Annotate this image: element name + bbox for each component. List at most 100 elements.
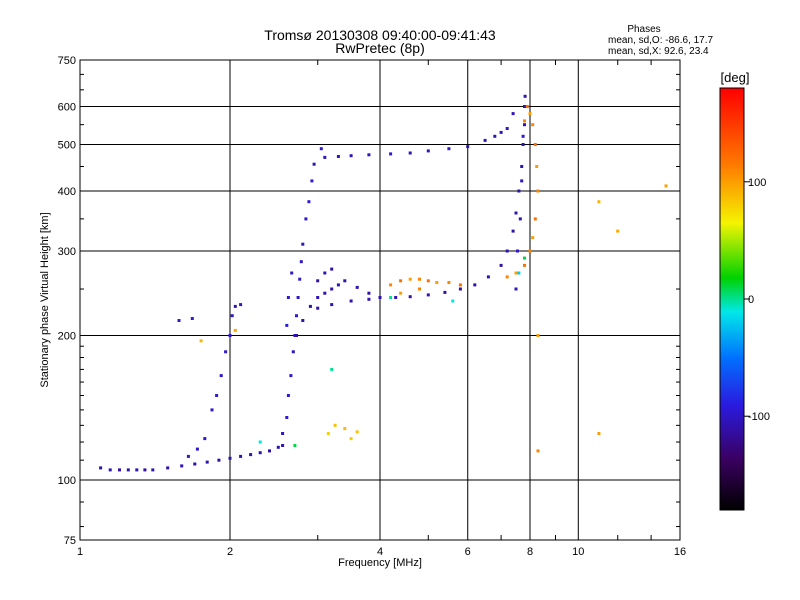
y-tick-label: 400 — [58, 186, 76, 198]
data-point — [518, 217, 522, 221]
y-tick-label: 300 — [58, 246, 76, 258]
data-point — [293, 334, 297, 337]
y-axis-ticks: 75 100 200 300 400 500 600 750 — [58, 55, 680, 547]
data-point — [367, 297, 371, 301]
data-point — [399, 279, 403, 283]
data-point — [333, 423, 337, 427]
phase-info-o: mean, sd,O: -86.6, 17.7 — [608, 35, 713, 46]
data-point — [399, 291, 403, 295]
data-point — [505, 127, 509, 130]
data-point — [285, 416, 289, 419]
data-point — [289, 374, 293, 378]
data-point — [349, 154, 353, 158]
data-point — [389, 296, 393, 299]
data-point — [516, 249, 519, 253]
data-point — [199, 339, 203, 343]
data-point — [286, 296, 290, 299]
data-point — [458, 283, 462, 287]
data-point — [505, 275, 509, 279]
data-point — [307, 200, 311, 204]
data-point — [177, 319, 181, 322]
data-point — [520, 165, 524, 168]
data-point — [323, 291, 327, 295]
data-point — [349, 299, 353, 303]
data-point — [291, 350, 295, 354]
data-point — [355, 430, 359, 434]
data-point — [233, 328, 237, 332]
data-point — [458, 287, 462, 291]
data-point — [166, 466, 170, 470]
data-point — [239, 454, 243, 458]
data-point — [224, 350, 228, 354]
data-point — [394, 296, 398, 299]
data-point — [336, 283, 340, 287]
x-tick-label: 4 — [377, 546, 383, 558]
x-tick-label: 6 — [465, 546, 471, 558]
data-point — [536, 334, 540, 337]
phase-info: Phases mean, sd,O: -86.6, 17.7 mean, sd,… — [608, 24, 713, 57]
data-point — [447, 147, 451, 151]
data-point — [514, 287, 518, 291]
data-point — [426, 149, 430, 153]
data-point — [343, 279, 347, 283]
data-point — [447, 281, 451, 284]
data-point — [531, 236, 535, 240]
data-point — [310, 179, 314, 183]
grid — [80, 60, 680, 540]
data-point — [418, 287, 421, 291]
data-point — [249, 453, 253, 457]
x-axis-ticks: 1 2 4 6 8 10 16 — [77, 60, 686, 558]
data-point — [193, 462, 197, 466]
data-point — [186, 454, 190, 458]
data-point — [326, 432, 330, 435]
data-point — [597, 200, 601, 204]
data-point — [426, 293, 430, 297]
data-point — [205, 460, 209, 464]
data-point — [389, 283, 393, 287]
data-point — [483, 138, 487, 142]
data-point — [312, 162, 316, 166]
data-point — [521, 143, 525, 146]
y-tick-label: 100 — [58, 475, 76, 487]
y-axis-label: Stationary phase Virtual Height [km] — [39, 212, 51, 387]
data-point — [118, 468, 121, 472]
y-tick-label: 75 — [64, 535, 76, 547]
data-point — [330, 267, 334, 271]
data-point — [355, 285, 359, 289]
data-point — [466, 145, 470, 149]
x-tick-label: 10 — [572, 546, 584, 558]
data-point — [443, 290, 447, 294]
data-point — [597, 432, 601, 435]
data-point — [239, 303, 243, 307]
data-point — [517, 189, 521, 193]
y-tick-label: 750 — [58, 55, 76, 67]
data-point — [316, 279, 320, 283]
data-point — [343, 427, 347, 431]
colorbar-tick-label: 100 — [748, 177, 766, 189]
data-point — [499, 263, 503, 267]
data-point — [486, 275, 490, 279]
data-point — [108, 468, 112, 472]
data-point — [308, 304, 312, 308]
x-tick-label: 1 — [77, 546, 83, 558]
data-point — [523, 94, 527, 98]
colorbar-tick-label: 0 — [748, 294, 754, 306]
data-point — [285, 323, 289, 327]
data-point — [616, 229, 620, 233]
data-point — [281, 432, 285, 435]
data-point — [323, 271, 327, 275]
data-point — [514, 211, 518, 215]
data-point — [536, 189, 540, 193]
y-tick-label: 500 — [58, 140, 76, 152]
data-point — [298, 277, 302, 281]
data-point — [418, 277, 421, 281]
data-point — [151, 468, 155, 472]
data-point — [126, 468, 130, 472]
data-point — [408, 277, 412, 281]
data-point — [523, 123, 526, 127]
chart-subtitle: RwPretec (8p) — [335, 40, 424, 56]
data-point — [215, 394, 219, 397]
data-point — [528, 112, 532, 116]
data-point — [493, 134, 497, 138]
